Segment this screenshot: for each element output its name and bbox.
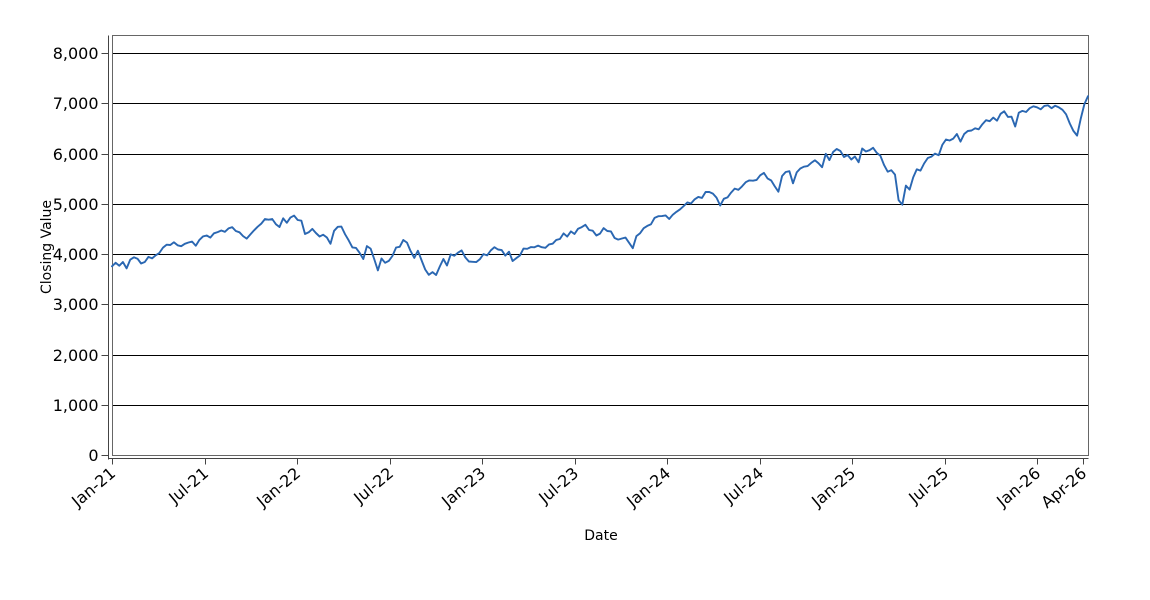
- closing-value-line: [111, 95, 1089, 276]
- y-tick-label: 8,000: [53, 44, 99, 63]
- x-tick-label: Jan-23: [437, 464, 489, 512]
- x-tick-label: Jan-26: [992, 464, 1044, 512]
- y-tick-label: 5,000: [53, 195, 99, 214]
- x-tick-label: Jan-25: [807, 464, 859, 512]
- y-axis-title: Closing Value: [39, 199, 55, 295]
- y-tick-label: 1,000: [53, 396, 99, 415]
- x-tick-label: Apr-26: [1037, 464, 1090, 512]
- x-tick-label: Jul-24: [719, 464, 767, 508]
- x-axis-title: Date: [584, 528, 618, 544]
- x-tick-label: Jul-22: [349, 464, 397, 508]
- y-tick-label: 0: [88, 446, 98, 465]
- x-tick-label: Jul-21: [164, 464, 212, 508]
- y-tick-label: 7,000: [53, 94, 99, 113]
- plot-frame: [111, 34, 1090, 457]
- y-tick-label: 2,000: [53, 346, 99, 365]
- x-tick-label: Jan-21: [67, 464, 119, 512]
- x-tick-label: Jan-24: [622, 464, 674, 512]
- axes-and-grid: [101, 34, 1090, 465]
- y-tick-label: 6,000: [53, 145, 99, 164]
- y-tick-label: 4,000: [53, 245, 99, 264]
- x-tick-label: Jan-22: [252, 464, 304, 512]
- x-tick-label: Jul-25: [904, 464, 952, 508]
- y-tick-label: 3,000: [53, 295, 99, 314]
- x-tick-label: Jul-23: [534, 464, 582, 508]
